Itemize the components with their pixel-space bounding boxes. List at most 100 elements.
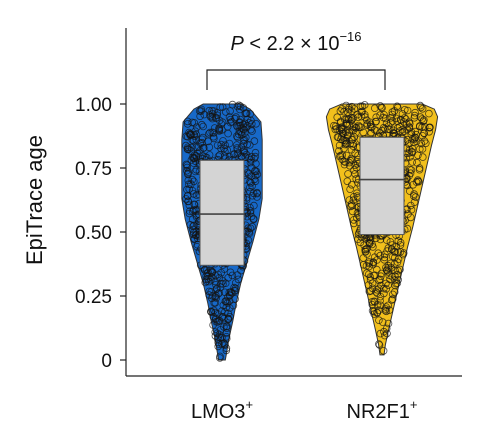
- data-point: [214, 338, 223, 347]
- data-point: [370, 298, 379, 306]
- data-point: [230, 150, 238, 159]
- data-point: [218, 118, 227, 126]
- data-point: [421, 139, 430, 148]
- data-point: [350, 219, 358, 228]
- data-point: [196, 112, 204, 120]
- data-point: [183, 145, 192, 153]
- data-point: [377, 272, 385, 281]
- data-point: [372, 265, 381, 274]
- data-point: [207, 288, 216, 296]
- data-point: [215, 126, 224, 134]
- data-point: [390, 248, 399, 256]
- data-point: [388, 290, 397, 299]
- data-point: [407, 205, 416, 214]
- data-point: [182, 160, 191, 169]
- y-tick-label: 0: [101, 351, 112, 372]
- data-point: [252, 167, 261, 176]
- data-point: [242, 150, 251, 159]
- data-point: [418, 153, 427, 161]
- data-point: [375, 341, 384, 349]
- data-point: [217, 140, 226, 149]
- data-point: [411, 108, 419, 117]
- data-point: [244, 170, 253, 178]
- data-point: [414, 177, 422, 186]
- data-point: [231, 114, 239, 123]
- data-point: [396, 238, 405, 247]
- data-point: [407, 147, 416, 156]
- data-point: [406, 169, 415, 178]
- data-point: [224, 273, 233, 282]
- data-point: [191, 167, 200, 176]
- data-point: [358, 102, 367, 111]
- data-point: [218, 333, 226, 342]
- data-point: [331, 125, 340, 134]
- data-point: [189, 230, 198, 239]
- data-point: [352, 123, 361, 132]
- data-point: [183, 192, 192, 200]
- data-point: [188, 207, 197, 216]
- data-point: [376, 301, 385, 310]
- data-point: [185, 185, 194, 193]
- data-point: [206, 111, 214, 119]
- data-point: [418, 105, 427, 113]
- data-point: [349, 142, 358, 150]
- data-point: [231, 284, 240, 293]
- data-point: [366, 236, 375, 244]
- data-point: [248, 127, 256, 135]
- data-point: [216, 316, 224, 325]
- data-point: [208, 113, 216, 121]
- data-point: [350, 166, 358, 174]
- data-point: [356, 102, 365, 111]
- data-point: [240, 125, 248, 134]
- data-point: [200, 110, 209, 119]
- data-point: [411, 193, 420, 201]
- data-point: [214, 152, 223, 161]
- data-point: [376, 275, 384, 284]
- data-point: [209, 129, 218, 137]
- data-point: [368, 300, 377, 309]
- data-point: [380, 111, 388, 119]
- data-point: [376, 111, 384, 119]
- significance-annotation: P < 2.2 × 10−16: [206, 29, 386, 90]
- data-point: [189, 154, 198, 162]
- data-point: [335, 147, 343, 155]
- data-point: [366, 273, 375, 281]
- data-point: [220, 152, 229, 160]
- data-point: [385, 271, 393, 280]
- data-point: [233, 150, 242, 158]
- box-lmo3: [199, 159, 245, 266]
- data-point: [335, 152, 344, 161]
- data-point: [339, 125, 347, 133]
- data-point: [348, 207, 357, 216]
- data-point: [379, 346, 388, 355]
- data-point: [213, 309, 222, 318]
- data-point: [347, 102, 356, 111]
- data-point: [376, 329, 385, 338]
- data-point: [398, 125, 407, 134]
- data-point: [213, 329, 222, 338]
- data-point: [212, 317, 220, 326]
- data-point: [249, 215, 258, 223]
- data-point: [351, 170, 359, 178]
- data-point: [384, 125, 392, 134]
- data-point: [250, 201, 258, 210]
- data-point: [339, 136, 347, 144]
- data-point: [214, 289, 223, 298]
- data-point: [226, 304, 234, 312]
- data-point: [402, 120, 411, 128]
- data-point: [182, 141, 190, 150]
- data-point: [415, 122, 424, 130]
- data-point: [378, 126, 386, 135]
- p-value-label: P < 2.2 × 10−16: [230, 29, 361, 55]
- data-point: [415, 165, 424, 174]
- data-point: [246, 183, 254, 192]
- data-point: [246, 177, 254, 186]
- data-point: [360, 101, 369, 109]
- data-point: [382, 266, 391, 274]
- data-point: [405, 140, 413, 148]
- data-point: [212, 114, 220, 122]
- data-point: [384, 244, 393, 252]
- data-point: [183, 163, 191, 172]
- data-point: [384, 268, 392, 276]
- data-point: [376, 296, 384, 305]
